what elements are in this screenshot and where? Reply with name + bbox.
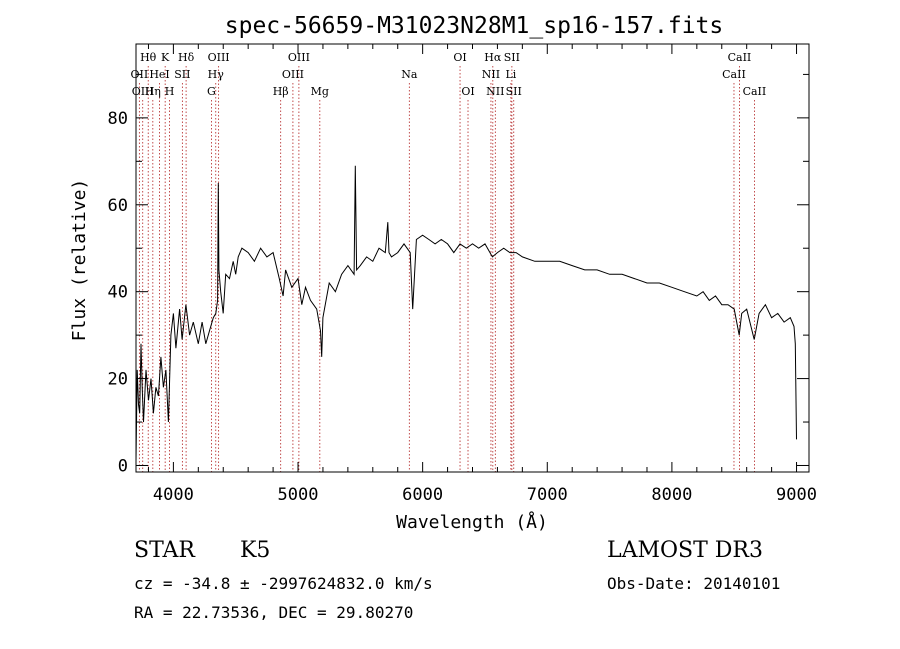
emission-line-label-26: CaII — [722, 68, 746, 81]
survey-name: LAMOST DR3 — [607, 538, 763, 563]
emission-line-label-8: Hδ — [178, 51, 195, 64]
coordinates: RA = 22.73536, DEC = 29.80270 — [134, 603, 414, 622]
emission-line-label-14: OIII — [282, 68, 304, 81]
emission-line-label-11: G — [207, 85, 216, 98]
emission-line-label-23: Li — [505, 68, 516, 81]
emission-line-label-16: Na — [401, 68, 418, 81]
x-axis-label: Wavelength (Å) — [396, 511, 548, 533]
emission-line-label-17: OI — [453, 51, 466, 64]
emission-line-label-3: K — [161, 51, 170, 64]
emission-line-label-0: Hθ — [140, 51, 157, 64]
emission-line-label-6: SII — [174, 68, 190, 81]
x-tick-label: 4000 — [153, 485, 194, 505]
plot-frame — [135, 43, 810, 473]
emission-line-label-25: CaII — [728, 51, 752, 64]
emission-line-label-21: NII — [486, 85, 504, 98]
redshift-line: cz = -34.8 ± -2997624832.0 km/s — [134, 574, 433, 593]
emission-line-label-9: OIII — [208, 51, 230, 64]
x-tick-label: 7000 — [527, 485, 568, 505]
x-tick-label: 6000 — [402, 485, 443, 505]
emission-line-markers — [138, 66, 755, 472]
emission-line-label-12: Hβ — [273, 85, 289, 98]
y-tick-label: 20 — [108, 370, 128, 390]
y-tick-label: 40 — [108, 283, 128, 303]
chart-title: spec-56659-M31023N28M1_sp16-157.fits — [225, 13, 724, 39]
x-tick-label: 8000 — [651, 485, 692, 505]
emission-line-label-19: Hα — [484, 51, 502, 64]
emission-line-label-20: NII — [482, 68, 500, 81]
emission-line-label-27: CaII — [743, 85, 767, 98]
emission-line-label-24: SII — [506, 85, 522, 98]
observation-date: Obs-Date: 20140101 — [607, 574, 781, 593]
emission-line-label-13: OIII — [288, 51, 310, 64]
axis-tick-labels: 4000 5000 6000 7000 8000 9000 0 20 40 60 80 — [108, 109, 817, 505]
spectral-subclass: K5 — [240, 538, 271, 563]
emission-line-label-2: OIII — [132, 85, 154, 98]
axis-ticks — [136, 44, 809, 472]
emission-line-label-10: Hγ — [208, 68, 225, 81]
emission-line-label-4: HeI — [149, 68, 169, 81]
emission-line-label-5: Hη — [145, 85, 161, 98]
y-axis-label: Flux (relative) — [69, 179, 90, 342]
spectrum-series-flux — [135, 165, 797, 462]
emission-line-label-7: H — [165, 85, 175, 98]
x-tick-label: 5000 — [278, 485, 319, 505]
emission-line-label-22: SII — [504, 51, 520, 64]
y-tick-label: 0 — [118, 456, 128, 476]
object-type: STAR — [134, 538, 195, 563]
y-tick-label: 80 — [108, 109, 128, 129]
emission-line-label-18: OI — [461, 85, 474, 98]
y-tick-label: 60 — [108, 196, 128, 216]
x-tick-label: 9000 — [776, 485, 817, 505]
emission-line-label-15: Mg — [311, 85, 329, 98]
